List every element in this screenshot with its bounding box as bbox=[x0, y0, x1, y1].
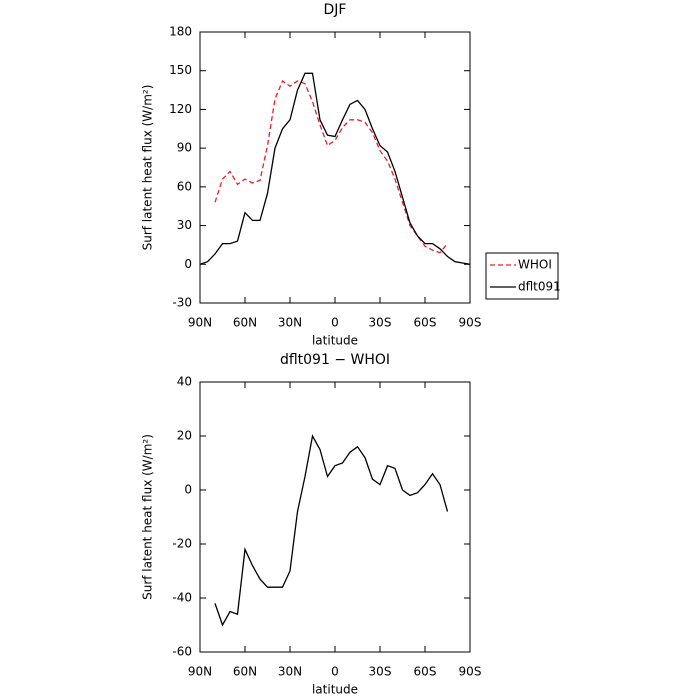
chart-title: dflt091 − WHOI bbox=[280, 352, 390, 368]
x-axis-label: latitude bbox=[312, 683, 358, 697]
y-tick-label: 150 bbox=[169, 63, 192, 77]
x-tick-label: 90S bbox=[459, 665, 482, 679]
chart-title: DJF bbox=[324, 2, 347, 18]
legend-box bbox=[485, 252, 559, 300]
plot-frame bbox=[199, 381, 471, 653]
x-tick-label: 30S bbox=[369, 665, 392, 679]
x-tick-label: 30N bbox=[278, 665, 302, 679]
x-tick-label: 90S bbox=[459, 316, 482, 330]
x-tick-label: 60N bbox=[233, 665, 257, 679]
x-tick-label: 90N bbox=[188, 665, 212, 679]
legend-label: WHOI bbox=[518, 258, 552, 272]
x-tick-label: 0 bbox=[331, 665, 339, 679]
y-tick-label: -60 bbox=[172, 645, 192, 659]
legend-label: dflt091 bbox=[518, 280, 561, 294]
y-tick-label: 40 bbox=[177, 375, 192, 389]
x-tick-label: 90N bbox=[188, 316, 212, 330]
y-tick-label: 90 bbox=[177, 141, 192, 155]
y-axis-label: Surf latent heat flux (W/m²) bbox=[141, 434, 155, 600]
x-tick-label: 60S bbox=[414, 316, 437, 330]
y-tick-label: 0 bbox=[184, 483, 192, 497]
y-tick-label: 0 bbox=[184, 257, 192, 271]
y-tick-label: -40 bbox=[172, 591, 192, 605]
y-tick-label: 60 bbox=[177, 179, 192, 193]
x-tick-label: 0 bbox=[331, 316, 339, 330]
y-tick-label: 20 bbox=[177, 429, 192, 443]
x-axis-label: latitude bbox=[312, 334, 358, 348]
x-tick-label: 30N bbox=[278, 316, 302, 330]
x-tick-label: 60N bbox=[233, 316, 257, 330]
data-line bbox=[214, 434, 449, 627]
plot-frame bbox=[199, 31, 471, 304]
y-tick-label: -20 bbox=[172, 537, 192, 551]
x-tick-label: 60S bbox=[414, 665, 437, 679]
y-tick-label: 180 bbox=[169, 25, 192, 39]
data-line bbox=[214, 80, 449, 254]
x-tick-label: 30S bbox=[369, 316, 392, 330]
y-axis-label: Surf latent heat flux (W/m²) bbox=[141, 85, 155, 251]
y-tick-label: 120 bbox=[169, 102, 192, 116]
y-tick-label: -30 bbox=[172, 296, 192, 310]
data-line bbox=[199, 72, 471, 265]
y-tick-label: 30 bbox=[177, 218, 192, 232]
